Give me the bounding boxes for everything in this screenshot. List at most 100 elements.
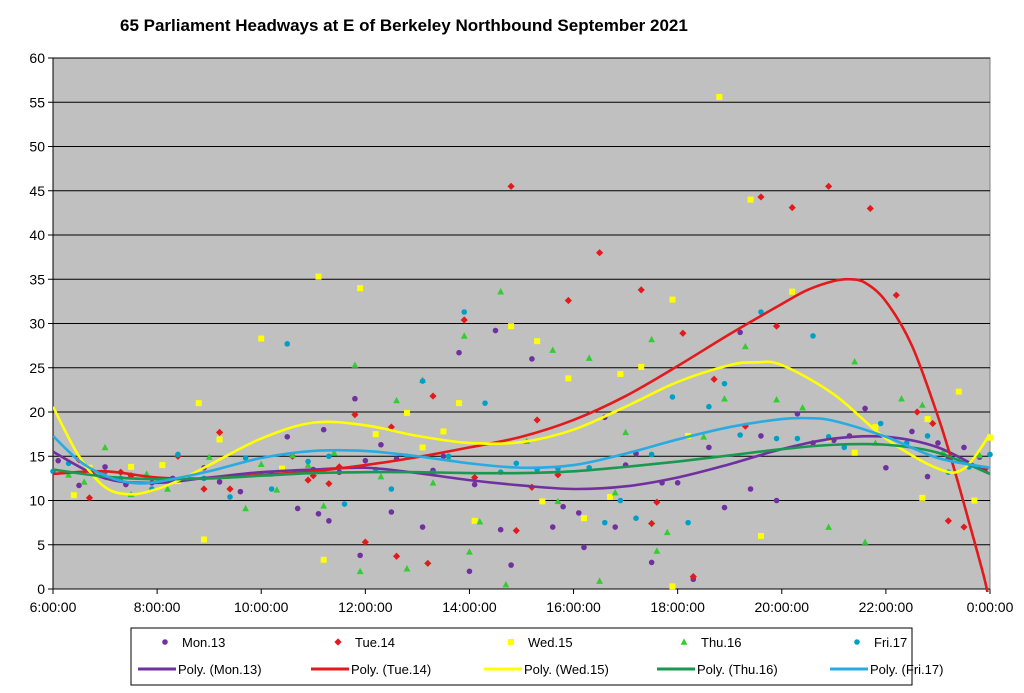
- legend-label: Tue.14: [355, 635, 395, 650]
- data-point: [851, 357, 859, 365]
- legend-label: Wed.15: [528, 635, 573, 650]
- data-point: [471, 473, 479, 482]
- data-point: [549, 346, 557, 353]
- data-point: [226, 485, 234, 493]
- y-tick-label: 10: [29, 493, 45, 509]
- data-point: [289, 451, 296, 459]
- data-point: [706, 403, 712, 410]
- data-point: [257, 460, 265, 468]
- data-point: [773, 396, 780, 403]
- data-point: [810, 333, 816, 339]
- data-point: [862, 405, 868, 412]
- series-tue-14: [75, 182, 989, 581]
- trendline-poly-thu-16: [53, 442, 990, 481]
- data-point: [581, 544, 587, 551]
- legend-label: Poly. (Fri.17): [870, 662, 943, 677]
- data-point: [747, 486, 754, 492]
- data-point: [549, 524, 556, 530]
- data-point: [101, 443, 109, 451]
- data-point: [601, 519, 608, 526]
- data-point: [351, 411, 359, 419]
- y-tick-label: 60: [29, 50, 45, 66]
- data-point: [195, 400, 202, 407]
- data-point: [392, 552, 401, 560]
- data-point: [284, 433, 291, 440]
- data-point: [315, 510, 322, 517]
- trendline-poly-fri-17: [53, 416, 990, 485]
- data-point: [564, 296, 572, 305]
- y-tick-label: 35: [29, 271, 45, 287]
- data-point: [440, 428, 447, 435]
- data-point: [502, 580, 510, 588]
- data-point: [258, 335, 265, 342]
- data-point: [918, 401, 926, 408]
- data-point: [315, 273, 322, 280]
- data-point: [460, 332, 468, 339]
- data-point: [741, 342, 749, 350]
- data-point: [554, 497, 562, 505]
- data-point: [794, 410, 801, 417]
- legend-label: Poly. (Thu.16): [697, 662, 778, 677]
- data-point: [987, 434, 993, 441]
- data-point: [378, 441, 384, 448]
- data-point: [825, 182, 833, 190]
- data-point: [361, 538, 369, 546]
- data-point: [721, 504, 728, 511]
- data-point: [85, 494, 94, 502]
- data-point: [648, 335, 656, 343]
- data-point: [387, 423, 395, 431]
- data-point: [789, 288, 796, 295]
- data-point: [929, 419, 937, 428]
- legend-marker: [162, 639, 168, 645]
- data-point: [758, 433, 764, 439]
- data-point: [648, 559, 655, 566]
- data-point: [565, 375, 572, 382]
- data-point: [772, 322, 781, 330]
- data-point: [325, 480, 333, 488]
- legend-box: [130, 627, 913, 686]
- data-point: [758, 309, 764, 315]
- data-point: [981, 465, 989, 474]
- legend-label: Thu.16: [701, 635, 741, 650]
- data-point: [471, 517, 478, 524]
- data-point: [987, 451, 993, 458]
- data-point: [534, 338, 541, 345]
- data-point: [341, 501, 348, 507]
- y-tick-label: 25: [29, 360, 45, 376]
- legend-label: Poly. (Mon.13): [178, 662, 262, 677]
- data-point: [721, 380, 728, 387]
- x-tick-label: 18:00:00: [650, 599, 705, 615]
- data-point: [741, 422, 749, 430]
- data-point: [320, 556, 327, 563]
- trendlines: [53, 277, 990, 592]
- data-point: [892, 291, 900, 299]
- series-wed-15: [70, 93, 993, 590]
- data-point: [403, 409, 410, 416]
- data-point: [877, 420, 884, 427]
- data-point: [429, 479, 437, 486]
- data-point: [200, 536, 207, 543]
- data-point: [372, 431, 379, 438]
- data-point: [513, 460, 520, 467]
- data-point: [175, 451, 181, 458]
- data-point: [70, 492, 77, 499]
- data-point: [638, 363, 645, 370]
- data-point: [976, 451, 983, 459]
- data-point: [304, 461, 312, 468]
- x-tick-label: 20:00:00: [755, 599, 810, 615]
- y-tick-label: 5: [37, 537, 45, 553]
- data-point: [227, 494, 233, 500]
- y-tick-label: 30: [29, 316, 45, 332]
- y-tick-label: 15: [29, 448, 45, 464]
- legend-marker: [680, 638, 688, 645]
- data-point: [377, 473, 385, 480]
- data-point: [497, 288, 505, 295]
- data-point: [679, 329, 687, 337]
- axes: 0 5 10 15 20 25 30 35 40 45 50 55 60 6:00:00 8:00:00 10…: [29, 50, 1013, 615]
- y-tick-label: 0: [37, 581, 45, 597]
- data-point: [76, 482, 82, 489]
- data-point: [320, 426, 327, 433]
- y-tick-label: 55: [29, 94, 45, 110]
- y-tick-label: 45: [29, 183, 45, 199]
- data-point: [611, 488, 619, 496]
